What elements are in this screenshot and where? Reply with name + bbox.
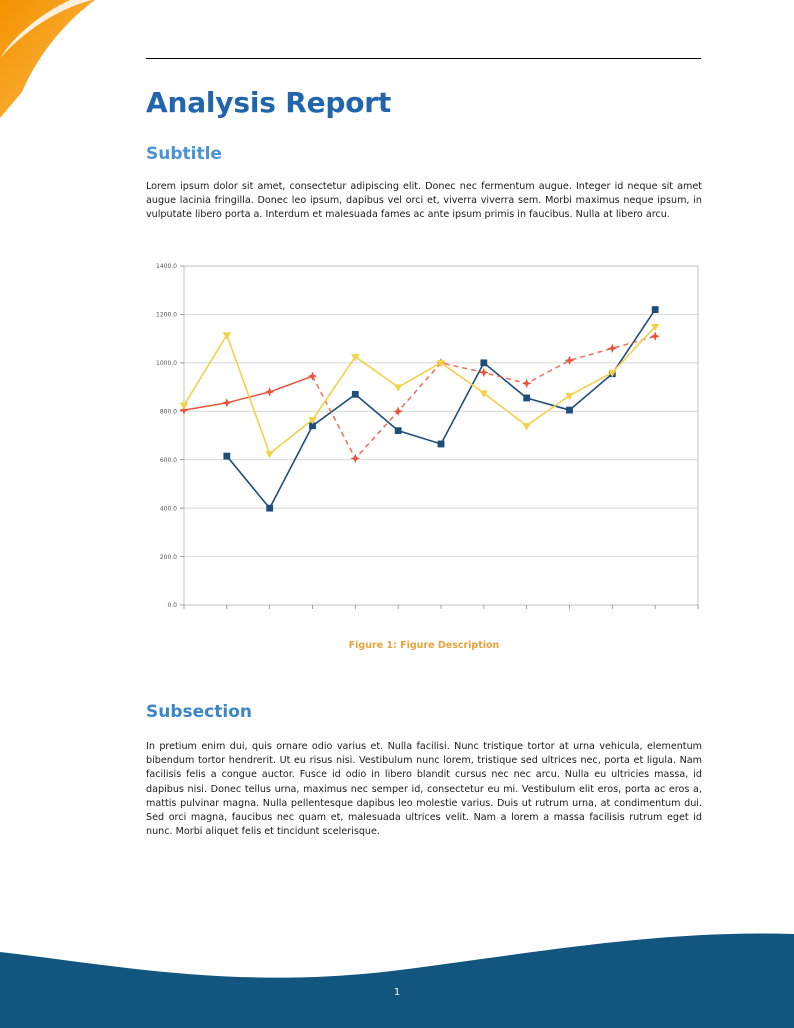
chart-series-series-red — [179, 331, 661, 464]
y-axis-tick-label: 1400.0 — [156, 263, 177, 270]
figure-block: 0.0 200.0 400.0 600.0 800.0 1000.0 1200.0 1400.… — [146, 258, 702, 651]
subsection-paragraph: In pretium enim dui, quis ornare odio va… — [146, 741, 702, 838]
footer-wave — [0, 933, 794, 1028]
y-axis-tick-label: 400.0 — [160, 505, 177, 512]
chart-series-series-yellow — [179, 323, 660, 459]
page-title: Analysis Report — [146, 86, 392, 119]
y-axis-tick-label: 0.0 — [167, 602, 177, 609]
page-subtitle: Subtitle — [146, 144, 222, 164]
corner-decoration — [0, 0, 95, 118]
chart-series-series-blue — [223, 306, 659, 512]
figure-caption: Figure 1: Figure Description — [348, 640, 500, 651]
header-rule — [146, 58, 701, 59]
subsection-heading: Subsection — [146, 702, 252, 722]
y-axis-tick-label: 200.0 — [160, 554, 177, 561]
y-axis-tick-label: 1200.0 — [156, 312, 177, 319]
page-number: 1 — [393, 987, 401, 998]
intro-paragraph: Lorem ipsum dolor sit amet, consectetur … — [146, 181, 702, 221]
y-axis-tick-label: 600.0 — [160, 457, 177, 464]
y-axis-tick-label: 800.0 — [160, 408, 177, 415]
y-axis-tick-label: 1000.0 — [156, 360, 177, 367]
line-chart: 0.0 200.0 400.0 600.0 800.0 1000.0 1200.0 1400.… — [156, 263, 699, 609]
